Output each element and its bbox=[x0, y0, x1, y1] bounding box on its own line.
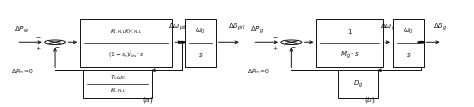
Text: $\Delta P_m\!=\!0$: $\Delta P_m\!=\!0$ bbox=[247, 67, 270, 76]
Text: $(b)$: $(b)$ bbox=[364, 95, 376, 105]
Text: $M_g\cdot s$: $M_g\cdot s$ bbox=[339, 49, 359, 61]
Text: $\Delta\delta_{pll}$: $\Delta\delta_{pll}$ bbox=[228, 22, 246, 33]
Text: $\Delta P_g$: $\Delta P_g$ bbox=[250, 24, 264, 36]
Bar bbox=[83, 70, 152, 98]
Text: $(a)$: $(a)$ bbox=[142, 95, 154, 105]
Bar bbox=[393, 19, 424, 67]
Text: $T_s\omega_0$: $T_s\omega_0$ bbox=[110, 73, 125, 82]
Text: $K_{I,PLL}K_{P,PLL}$: $K_{I,PLL}K_{P,PLL}$ bbox=[110, 28, 142, 36]
Text: $\Delta\omega_g$: $\Delta\omega_g$ bbox=[380, 22, 396, 33]
Text: $-$: $-$ bbox=[54, 45, 60, 50]
Text: $+$: $+$ bbox=[272, 44, 278, 52]
Text: $\Delta P_m\!=\!0$: $\Delta P_m\!=\!0$ bbox=[11, 67, 34, 76]
Text: $\omega_0$: $\omega_0$ bbox=[403, 27, 414, 36]
Text: $-$: $-$ bbox=[290, 45, 297, 50]
Text: $1$: $1$ bbox=[346, 27, 352, 36]
Circle shape bbox=[418, 42, 425, 43]
Bar bbox=[185, 19, 216, 67]
Bar bbox=[337, 70, 378, 98]
Text: $\Delta P_w$: $\Delta P_w$ bbox=[14, 25, 29, 35]
Text: $D_g$: $D_g$ bbox=[353, 79, 363, 90]
Text: $\omega_0$: $\omega_0$ bbox=[195, 27, 206, 36]
Bar bbox=[80, 19, 172, 67]
Text: $(1-s_r)\dot{i}_{ds}\cdot s$: $(1-s_r)\dot{i}_{ds}\cdot s$ bbox=[108, 50, 145, 60]
Text: $s$: $s$ bbox=[198, 51, 203, 59]
Bar bbox=[317, 19, 383, 67]
Text: $\Delta\delta_g$: $\Delta\delta_g$ bbox=[433, 22, 447, 33]
Circle shape bbox=[178, 42, 185, 43]
Text: $\Delta\omega_{pll}$: $\Delta\omega_{pll}$ bbox=[168, 22, 187, 33]
Text: $-$: $-$ bbox=[272, 34, 278, 39]
Text: $+$: $+$ bbox=[35, 44, 42, 52]
Text: $s$: $s$ bbox=[406, 51, 411, 59]
Text: $K_{I,PLL}$: $K_{I,PLL}$ bbox=[109, 87, 126, 95]
Text: $-$: $-$ bbox=[35, 34, 42, 39]
